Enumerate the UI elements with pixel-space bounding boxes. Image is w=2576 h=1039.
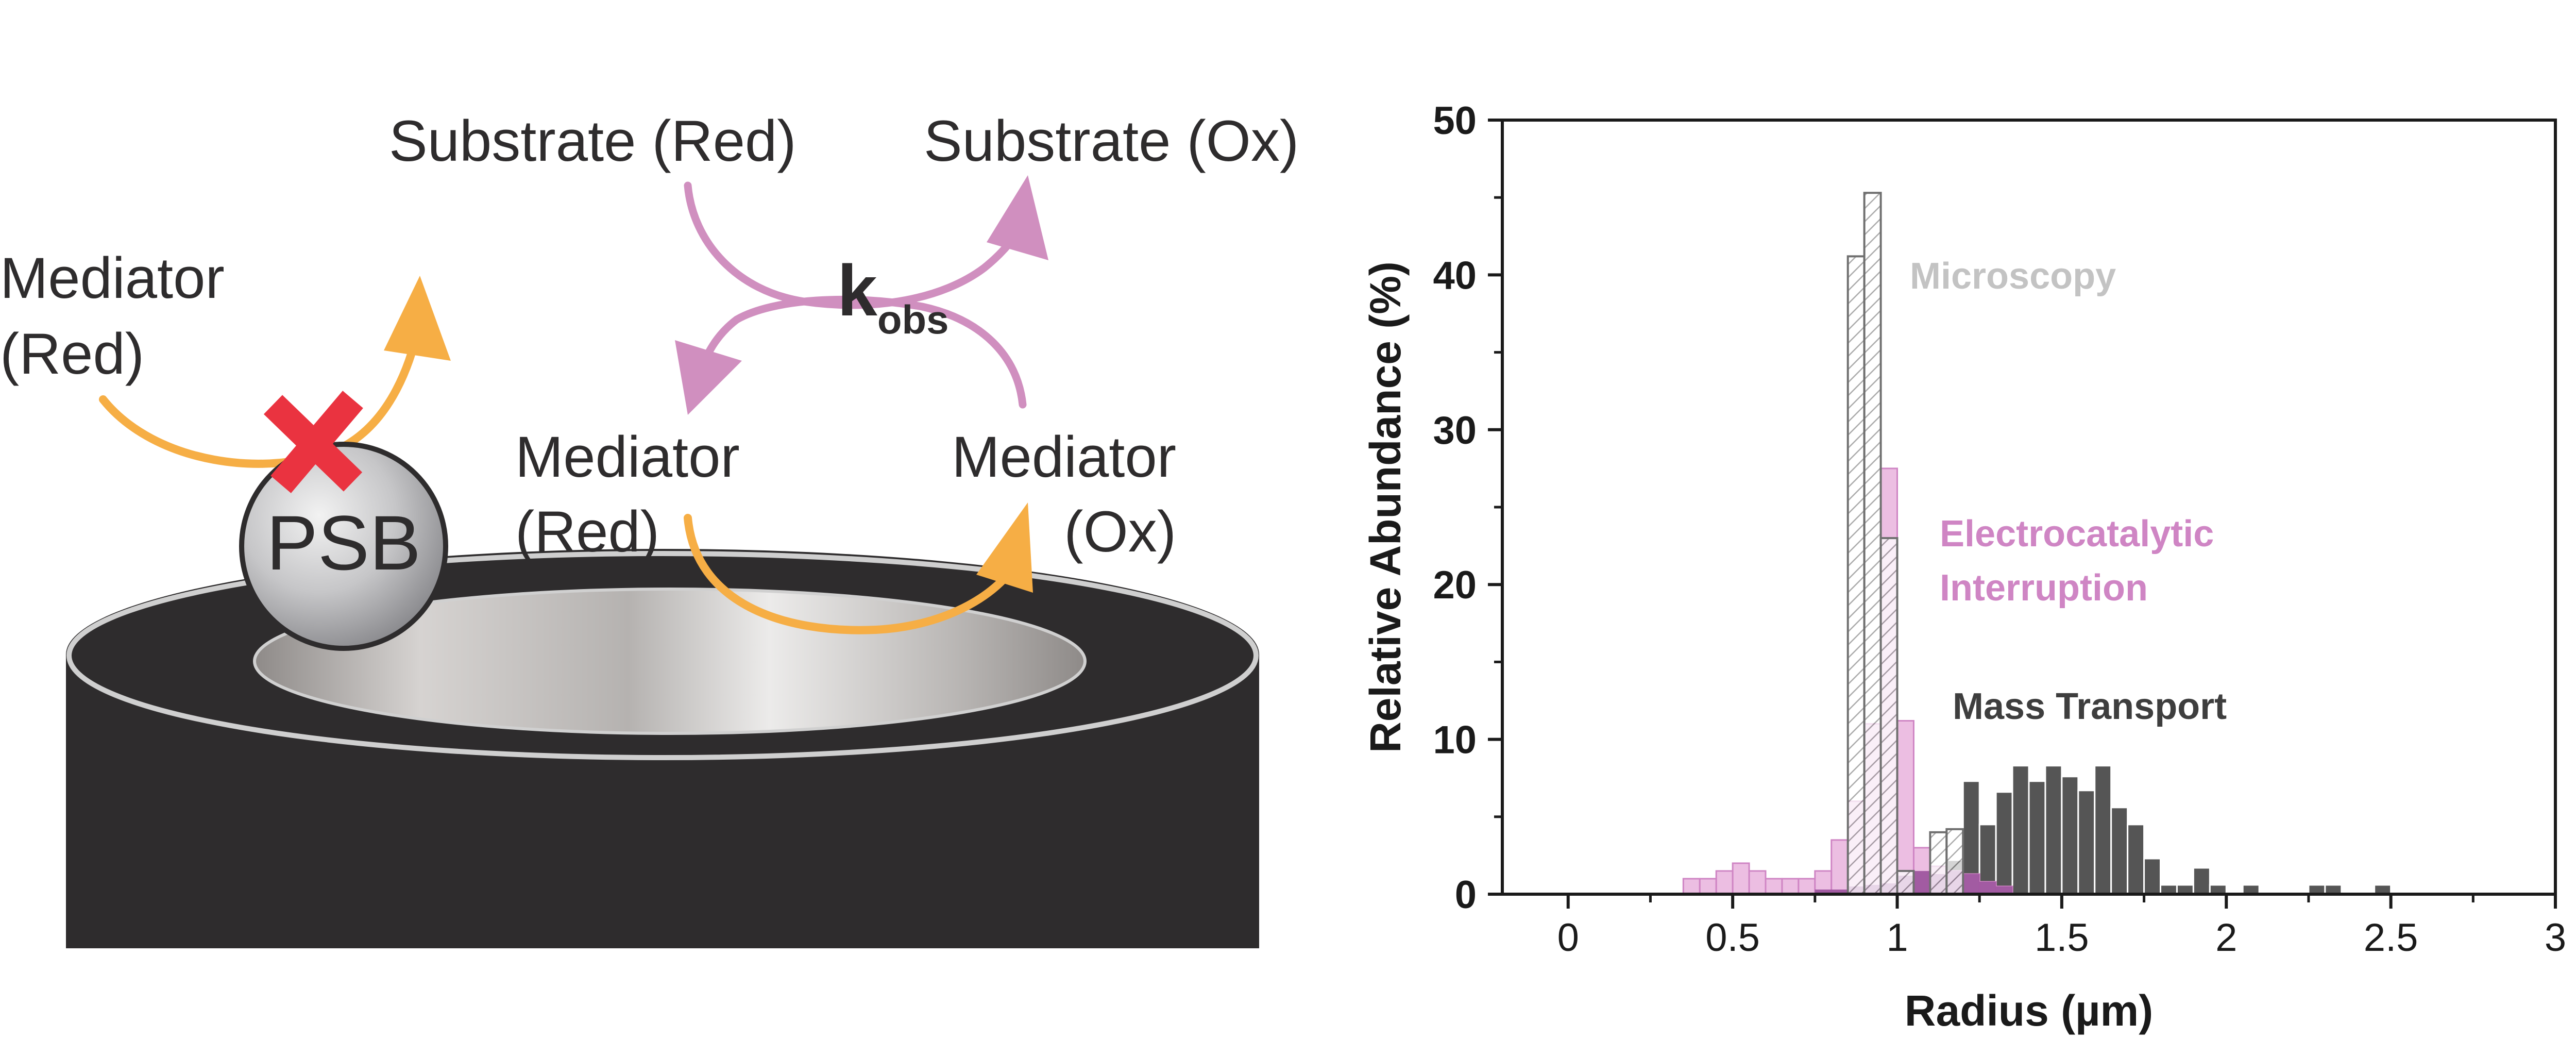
x-axis-label: Radius (µm)	[1905, 986, 2153, 1035]
y-tick-label: 30	[1433, 409, 1477, 453]
substrate-ox-label: Substrate (Ox)	[924, 109, 1299, 173]
mediator-right-label-line2: (Ox)	[1064, 499, 1176, 564]
histogram-chart: 0 0.5 1 1.5 2 2.5 3 0 10 20 30 40 50 Radius (µm) Re…	[1361, 99, 2566, 1035]
bar-microscopy	[1929, 831, 1948, 895]
bar-mass-transport	[2077, 790, 2096, 895]
y-tick-label: 20	[1433, 563, 1477, 607]
y-axis: 0 10 20 30 40 50	[1433, 99, 1502, 917]
mediator-left-label-line1: Mediator	[0, 246, 225, 310]
bar-electrocatalytic	[1765, 878, 1783, 895]
x-axis: 0 0.5 1 1.5 2 2.5 3	[1557, 894, 2566, 960]
bar-electrocatalytic	[1896, 720, 1914, 895]
bar-microscopy	[1863, 192, 1882, 895]
legend-microscopy: Microscopy	[1910, 256, 2116, 297]
bar-overlap	[1996, 886, 2013, 894]
bar-microscopy	[1879, 537, 1899, 895]
x-tick-label: 0.5	[1705, 916, 1760, 960]
mediator-right-label-line1: Mediator	[952, 425, 1176, 489]
mediator-left-label-line2: (Red)	[0, 322, 144, 386]
bar-microscopy	[1846, 255, 1866, 895]
psb-label: PSB	[266, 499, 421, 586]
electrode-rim	[66, 551, 1259, 760]
bar-overlap	[1913, 870, 1930, 894]
legend-mass-transport: Mass Transport	[1953, 686, 2227, 727]
bar-microscopy	[1945, 828, 1964, 896]
bar-electrocatalytic	[1699, 878, 1717, 895]
orange-arrowhead-icon	[384, 276, 451, 361]
mediator-center-label-line1: Mediator	[515, 425, 740, 489]
bar-overlap	[1963, 874, 1980, 894]
bar-overlap	[1831, 889, 1848, 894]
orange-curved-arrow-icon	[99, 315, 424, 468]
bar-mass-transport	[2143, 858, 2161, 895]
legend-electrocatalytic-line1: Electrocatalytic	[1940, 513, 2214, 555]
orange-arrowhead-icon	[976, 502, 1033, 593]
x-tick-label: 2	[2215, 916, 2237, 960]
bar-mass-transport	[2110, 807, 2129, 895]
x-tick-label: 0	[1557, 916, 1579, 960]
red-x-icon	[263, 391, 363, 493]
bar-mass-transport	[2044, 765, 2063, 895]
bar-mass-transport	[2028, 780, 2046, 895]
bar-overlap	[1815, 889, 1832, 894]
bar-electrocatalytic	[1748, 870, 1767, 895]
y-tick-label: 0	[1455, 873, 1477, 917]
pink-curved-arrow-icon	[697, 295, 1027, 409]
pink-arrowhead-icon	[987, 175, 1048, 260]
kobs-main: k	[837, 250, 877, 331]
bar-electrocatalytic	[1682, 878, 1701, 895]
series-microscopy	[1846, 192, 1964, 896]
bar-electrocatalytic	[1715, 870, 1734, 895]
bar-electrocatalytic	[1732, 862, 1750, 895]
y-tick-label: 50	[1433, 99, 1477, 143]
x-tick-label: 2.5	[2364, 916, 2418, 960]
x-tick-label: 1.5	[2035, 916, 2089, 960]
bar-microscopy	[1896, 869, 1915, 895]
substrate-red-label: Substrate (Red)	[389, 109, 796, 173]
pink-arrowhead-icon	[675, 340, 742, 415]
bar-mass-transport	[1995, 791, 2013, 895]
legend-electrocatalytic-line2: Interruption	[1940, 567, 2148, 609]
mediator-center-label-line2: (Red)	[515, 499, 659, 564]
metal-disk	[253, 588, 1087, 735]
orange-curved-arrow-icon	[684, 514, 1024, 634]
electrochemistry-schematic: PSB kobs Substrate (Red) Substrate (Ox) …	[0, 109, 1299, 948]
bar-mass-transport	[2094, 765, 2112, 895]
bar-mass-transport	[2061, 776, 2079, 895]
kobs-sub: obs	[877, 297, 949, 342]
y-tick-label: 40	[1433, 254, 1477, 297]
bar-mass-transport	[2127, 824, 2145, 895]
bar-electrocatalytic	[1798, 878, 1816, 895]
y-tick-label: 10	[1433, 718, 1477, 762]
kobs-label: kobs	[837, 250, 949, 342]
x-tick-label: 3	[2545, 916, 2566, 960]
psb-particle	[239, 442, 448, 651]
bar-mass-transport	[2192, 867, 2211, 895]
bar-electrocatalytic	[1831, 839, 1849, 895]
bar-electrocatalytic	[1781, 878, 1800, 895]
y-axis-label: Relative Abundance (%)	[1361, 261, 1410, 753]
bar-mass-transport	[2011, 765, 2030, 895]
bar-overlap	[1979, 881, 1996, 894]
x-tick-label: 1	[1886, 916, 1908, 960]
